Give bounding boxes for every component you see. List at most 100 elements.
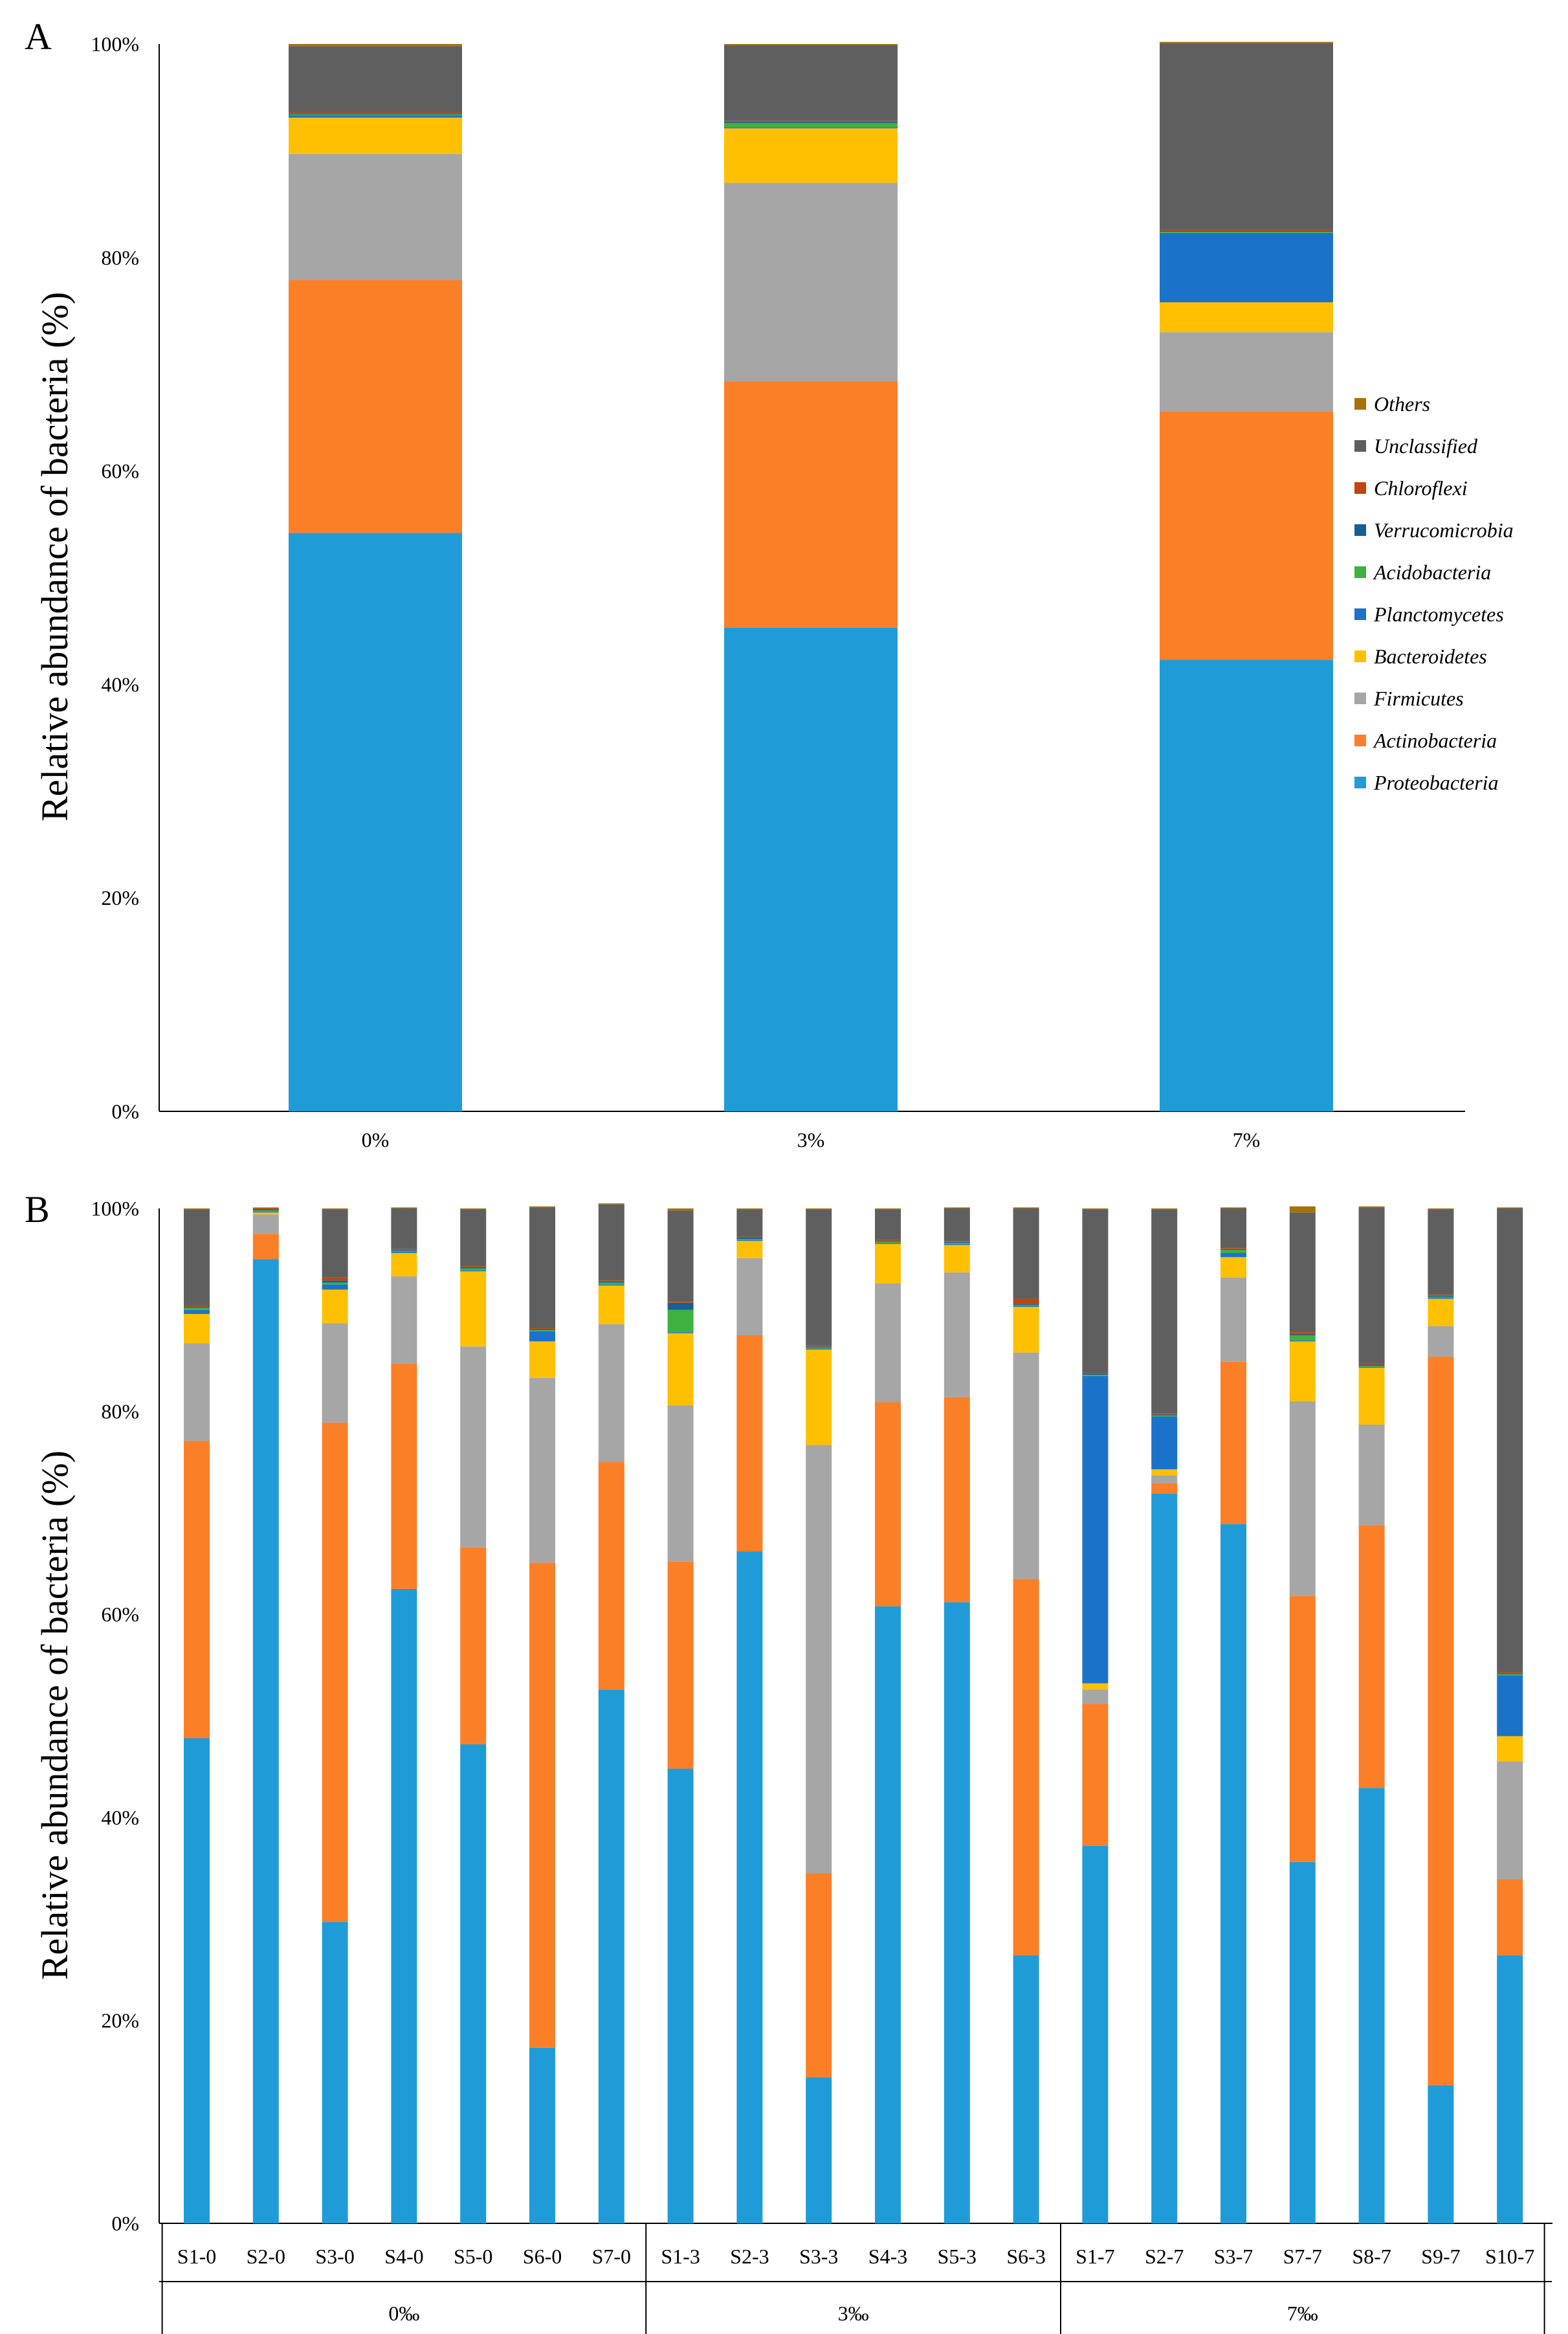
panel-b-bar-chloroflexi-s3-0 xyxy=(322,1277,348,1281)
panel-a-bar-firmicutes-7 xyxy=(1160,332,1333,412)
panel-b-bar-firmicutes-s3-0 xyxy=(322,1323,348,1423)
panel-b-bar-others-s5-0 xyxy=(460,1208,487,1210)
panel-b-bar-bacteroidetes-s1-7 xyxy=(1082,1683,1109,1690)
panel-b-bar-actinobacteria-s2-3 xyxy=(736,1335,763,1551)
panel-b-bar-planctomycetes-s9-7 xyxy=(1428,1297,1454,1299)
panel-b-bar-actinobacteria-s3-0 xyxy=(322,1422,348,1922)
panel-b-bar-acidobacteria-s4-3 xyxy=(875,1241,901,1243)
legend-swatch-chloroflexi xyxy=(1354,482,1366,494)
panel-b-bar-bacteroidetes-s2-7 xyxy=(1151,1469,1178,1476)
panel-a: A Relative abundance of bacteria (%) 0% 2… xyxy=(25,16,1514,1151)
panel-b-bar-planctomycetes-s10-7 xyxy=(1497,1675,1523,1737)
panel-a-x-label: 7% xyxy=(1233,1128,1261,1151)
panel-b-bar-proteobacteria-s2-0 xyxy=(252,1259,279,2223)
panel-b-bar-actinobacteria-s4-3 xyxy=(875,1402,901,1606)
panel-b-bar-firmicutes-s8-7 xyxy=(1358,1424,1385,1526)
panel-b-bar-bacteroidetes-s2-0 xyxy=(252,1212,279,1215)
panel-b-y-tick-label: 0% xyxy=(111,2212,139,2235)
panel-b-bar-verrucomicrobia-s9-7 xyxy=(1428,1295,1454,1297)
panel-b-x-label: S2-7 xyxy=(1145,2245,1184,2268)
panel-b-bar-bacteroidetes-s7-0 xyxy=(598,1285,624,1324)
panel-b-bar-chloroflexi-s5-0 xyxy=(460,1266,487,1267)
panel-a-x-label: 3% xyxy=(797,1128,825,1151)
panel-a-y-tick-label: 60% xyxy=(101,460,139,483)
panel-a-bar-actinobacteria-3 xyxy=(724,381,898,628)
panel-b-bar-acidobacteria-s1-7 xyxy=(1082,1375,1109,1376)
legend-swatch-firmicutes xyxy=(1354,693,1366,704)
panel-a-bar-others-7 xyxy=(1160,41,1333,43)
panel-b-bar-proteobacteria-s7-7 xyxy=(1289,1862,1316,2223)
panel-a-bar-acidobacteria-3 xyxy=(724,123,898,128)
panel-b-bar-firmicutes-s4-3 xyxy=(875,1284,901,1403)
panel-b-bar-unclassified-s2-7 xyxy=(1151,1209,1178,1414)
panel-b-bar-unclassified-s10-7 xyxy=(1497,1208,1523,1673)
panel-b-bar-chloroflexi-s6-0 xyxy=(529,1328,555,1329)
panel-b-bar-bacteroidetes-s10-7 xyxy=(1497,1736,1523,1762)
panel-a-bar-firmicutes-0 xyxy=(289,153,462,280)
panel-b-bar-chloroflexi-s3-3 xyxy=(806,1345,832,1347)
legend-swatch-proteobacteria xyxy=(1354,777,1366,788)
panel-b-bar-planctomycetes-s6-3 xyxy=(1013,1306,1039,1307)
panel-a-bar-acidobacteria-7 xyxy=(1160,232,1333,233)
panel-b-x-label: S6-3 xyxy=(1006,2245,1045,2268)
panel-b-bar-firmicutes-s2-3 xyxy=(736,1258,763,1335)
legend-label-unclassified: Unclassified xyxy=(1374,434,1478,458)
panel-b-bar-unclassified-s1-7 xyxy=(1082,1209,1109,1373)
panel-b-bar-firmicutes-s1-0 xyxy=(184,1343,210,1441)
legend-label-planctomycetes: Planctomycetes xyxy=(1373,603,1504,626)
panel-b-y-tick-label: 40% xyxy=(101,1806,139,1829)
panel-b-bar-firmicutes-s5-0 xyxy=(460,1346,487,1548)
panel-b-y-tick-label: 100% xyxy=(91,1197,139,1220)
panel-b-bar-chloroflexi-s7-7 xyxy=(1289,1332,1316,1335)
panel-b-bar-actinobacteria-s5-3 xyxy=(944,1397,970,1603)
panel-a-bar-bacteroidetes-3 xyxy=(724,128,898,183)
panel-b-bar-firmicutes-s6-3 xyxy=(1013,1352,1039,1579)
panel-b-bar-acidobacteria-s6-0 xyxy=(529,1330,555,1331)
panel-b-bar-verrucomicrobia-s8-7 xyxy=(1358,1364,1385,1366)
panel-b-bar-others-s2-7 xyxy=(1151,1208,1178,1210)
panel-b-bar-proteobacteria-s10-7 xyxy=(1497,1955,1523,2223)
panel-b-x-label: S3-3 xyxy=(799,2245,838,2268)
panel-b-bar-unclassified-s5-0 xyxy=(460,1209,487,1267)
panel-b-y-axis-title: Relative abundance of bacteria (%) xyxy=(34,1450,76,1980)
panel-b-bar-verrucomicrobia-s2-7 xyxy=(1151,1414,1178,1416)
panel-b-bar-planctomycetes-s2-7 xyxy=(1151,1416,1178,1469)
legend-label-firmicutes: Firmicutes xyxy=(1373,687,1464,710)
panel-b-bar-bacteroidetes-s3-0 xyxy=(322,1289,348,1324)
panel-b-bar-actinobacteria-s1-7 xyxy=(1082,1704,1109,1846)
panel-b-x-label: S5-3 xyxy=(938,2245,977,2268)
panel-a-y-tick-label: 20% xyxy=(101,886,139,909)
panel-b-bar-actinobacteria-s5-0 xyxy=(460,1547,487,1744)
panel-b-bar-others-s10-7 xyxy=(1497,1207,1523,1208)
panel-a-y-tick-label: 80% xyxy=(101,246,139,269)
panel-b-bar-firmicutes-s10-7 xyxy=(1497,1761,1523,1880)
panel-b-bar-bacteroidetes-s3-3 xyxy=(806,1349,832,1445)
panel-b-y-tick-label: 60% xyxy=(101,1603,139,1626)
panel-b-bar-verrucomicrobia-s7-7 xyxy=(1289,1334,1316,1335)
panel-b-bar-proteobacteria-s3-7 xyxy=(1220,1524,1246,2223)
panel-b-bar-others-s3-7 xyxy=(1220,1207,1246,1208)
panel-b-bar-acidobacteria-s2-0 xyxy=(252,1210,279,1212)
panel-a-y-ticks: 0% 20% 40% 60% 80% 100% xyxy=(91,32,139,1123)
panel-b-bar-acidobacteria-s2-7 xyxy=(1151,1415,1178,1417)
panel-b-bar-unclassified-s7-7 xyxy=(1289,1212,1316,1333)
panel-b-bar-acidobacteria-s8-7 xyxy=(1358,1366,1385,1367)
panel-a-bar-verrucomicrobia-7 xyxy=(1160,230,1333,232)
panel-b-bar-verrucomicrobia-s3-3 xyxy=(806,1346,832,1348)
panel-b-bar-firmicutes-s6-0 xyxy=(529,1377,555,1563)
panel-b-bar-verrucomicrobia-s2-3 xyxy=(736,1238,763,1239)
panel-a-y-tick-label: 40% xyxy=(101,672,139,696)
panel-b-bar-actinobacteria-s2-7 xyxy=(1151,1483,1178,1494)
panel-b-x-label: S5-0 xyxy=(454,2245,492,2268)
panel-b-y-tick-label: 20% xyxy=(101,2008,139,2032)
panel-b-bar-bacteroidetes-s8-7 xyxy=(1358,1368,1385,1425)
panel-b-bar-planctomycetes-s4-3 xyxy=(875,1243,901,1244)
panel-b-bar-firmicutes-s1-7 xyxy=(1082,1689,1109,1704)
legend-swatch-unclassified xyxy=(1354,440,1366,452)
panel-b-bar-chloroflexi-s1-3 xyxy=(667,1302,694,1303)
panel-b-bar-planctomycetes-s1-3 xyxy=(667,1332,694,1333)
panel-b-bar-acidobacteria-s9-7 xyxy=(1428,1296,1454,1298)
panel-b-bar-actinobacteria-s7-7 xyxy=(1289,1595,1316,1862)
panel-b-x-labels: S1-0 S2-0 S3-0 S4-0 S5-0 S6-0 S7-0 S1-3 S2-3 S3-3… xyxy=(159,2223,1552,2334)
